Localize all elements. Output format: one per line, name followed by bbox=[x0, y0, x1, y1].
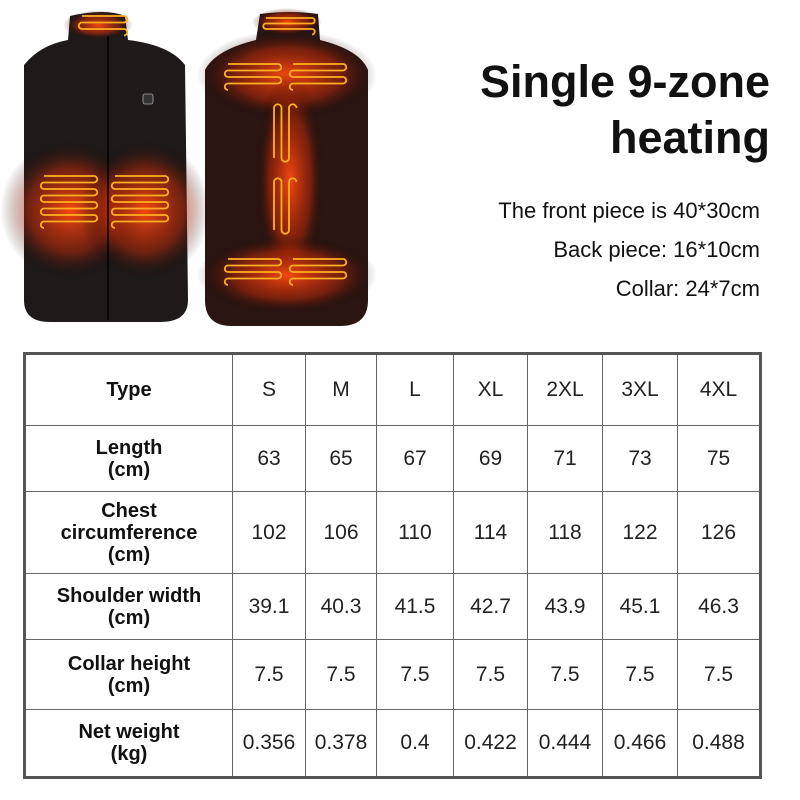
table-cell: 41.5 bbox=[376, 573, 454, 640]
row-label: Collar height (cm) bbox=[24, 639, 233, 710]
heading-line1: Single 9-zone bbox=[479, 56, 770, 107]
table-row: Collar height (cm) 7.5 7.5 7.5 7.5 7.5 7.5 7.5 bbox=[24, 639, 761, 710]
size-table: Type S M L XL 2XL 3XL 4XL Length (cm) 63 65 67 69 71… bbox=[23, 352, 762, 779]
heading-line2: heating bbox=[609, 112, 770, 163]
table-cell: 102 bbox=[232, 491, 306, 574]
row-label-line: (kg) bbox=[110, 743, 148, 765]
table-row: Chest circumference (cm) 102 106 110 114 118 122… bbox=[24, 491, 761, 574]
row-label-line: Net weight bbox=[78, 721, 180, 743]
table-cell: 45.1 bbox=[602, 573, 678, 640]
table-cell: 7.5 bbox=[453, 639, 528, 710]
row-label-line: (cm) bbox=[107, 674, 151, 697]
table-cell: 7.5 bbox=[305, 639, 377, 710]
table-cell: 0.444 bbox=[527, 709, 603, 778]
table-cell: 0.378 bbox=[305, 709, 377, 778]
table-cell: 0.422 bbox=[453, 709, 528, 778]
table-header-row: Type S M L XL 2XL 3XL 4XL bbox=[24, 353, 761, 426]
row-label-line: Shoulder width bbox=[56, 584, 202, 607]
row-label: Net weight (kg) bbox=[24, 709, 233, 778]
heating-zone bbox=[223, 63, 283, 91]
table-cell: 43.9 bbox=[527, 573, 603, 640]
heating-zone bbox=[110, 175, 170, 229]
spec-front: The front piece is 40*30cm bbox=[498, 198, 760, 223]
table-cell: 7.5 bbox=[527, 639, 603, 710]
row-label-line: (cm) bbox=[107, 606, 151, 629]
table-cell: 73 bbox=[602, 425, 678, 492]
table-row: Shoulder width (cm) 39.1 40.3 41.5 42.7 43.9 45… bbox=[24, 573, 761, 640]
row-label: Shoulder width (cm) bbox=[24, 573, 233, 640]
heating-zone bbox=[39, 175, 99, 229]
table-cell: 63 bbox=[232, 425, 306, 492]
table-cell: 46.3 bbox=[677, 573, 761, 640]
header-size: XL bbox=[453, 353, 528, 426]
table-cell: 114 bbox=[453, 491, 528, 574]
table-cell: 0.356 bbox=[232, 709, 306, 778]
row-label-line: Chest bbox=[101, 499, 157, 522]
table-cell: 7.5 bbox=[602, 639, 678, 710]
heating-zone bbox=[288, 258, 348, 286]
row-label-line: circumference bbox=[60, 521, 198, 544]
table-cell: 110 bbox=[376, 491, 454, 574]
spec-collar: Collar: 24*7cm bbox=[615, 276, 760, 301]
header-size: M bbox=[305, 353, 377, 426]
table-cell: 42.7 bbox=[453, 573, 528, 640]
row-label-line: Length bbox=[95, 436, 163, 459]
row-label-line: (cm) bbox=[107, 458, 151, 481]
table-row: Length (cm) 63 65 67 69 71 73 75 bbox=[24, 425, 761, 492]
table-cell: 0.488 bbox=[677, 709, 761, 778]
table-cell: 0.4 bbox=[376, 709, 454, 778]
table-cell: 7.5 bbox=[677, 639, 761, 710]
header-size: 2XL bbox=[527, 353, 603, 426]
header-size: L bbox=[376, 353, 454, 426]
table-cell: 7.5 bbox=[232, 639, 306, 710]
table-cell: 0.466 bbox=[602, 709, 678, 778]
heating-zone bbox=[273, 177, 298, 235]
table-cell: 75 bbox=[677, 425, 761, 492]
spec-back: Back piece: 16*10cm bbox=[553, 237, 760, 262]
table-cell: 69 bbox=[453, 425, 528, 492]
header-size: 3XL bbox=[602, 353, 678, 426]
row-label-line: Collar height bbox=[67, 652, 191, 675]
table-cell: 39.1 bbox=[232, 573, 306, 640]
heating-zone bbox=[273, 103, 298, 163]
table-cell: 65 bbox=[305, 425, 377, 492]
heating-zone bbox=[262, 17, 316, 36]
row-label: Chest circumference (cm) bbox=[24, 491, 233, 574]
table-cell: 67 bbox=[376, 425, 454, 492]
table-row: Net weight (kg) 0.356 0.378 0.4 0.422 0.444 0.4… bbox=[24, 709, 761, 778]
vest-back bbox=[197, 8, 377, 326]
heated-vest-image bbox=[0, 8, 377, 326]
heating-zone bbox=[288, 63, 348, 91]
row-label: Length (cm) bbox=[24, 425, 233, 492]
vest-front bbox=[0, 10, 210, 322]
table-cell: 118 bbox=[527, 491, 603, 574]
header-size: S bbox=[232, 353, 306, 426]
table-cell: 106 bbox=[305, 491, 377, 574]
table-cell: 122 bbox=[602, 491, 678, 574]
table-cell: 40.3 bbox=[305, 573, 377, 640]
table-cell: 71 bbox=[527, 425, 603, 492]
table-cell: 7.5 bbox=[376, 639, 454, 710]
header-type: Type bbox=[24, 353, 233, 426]
heating-zone bbox=[77, 15, 129, 37]
header-size: 4XL bbox=[677, 353, 761, 426]
table-cell: 126 bbox=[677, 491, 761, 574]
row-label-line: (cm) bbox=[107, 543, 151, 566]
heating-zone bbox=[223, 258, 283, 286]
